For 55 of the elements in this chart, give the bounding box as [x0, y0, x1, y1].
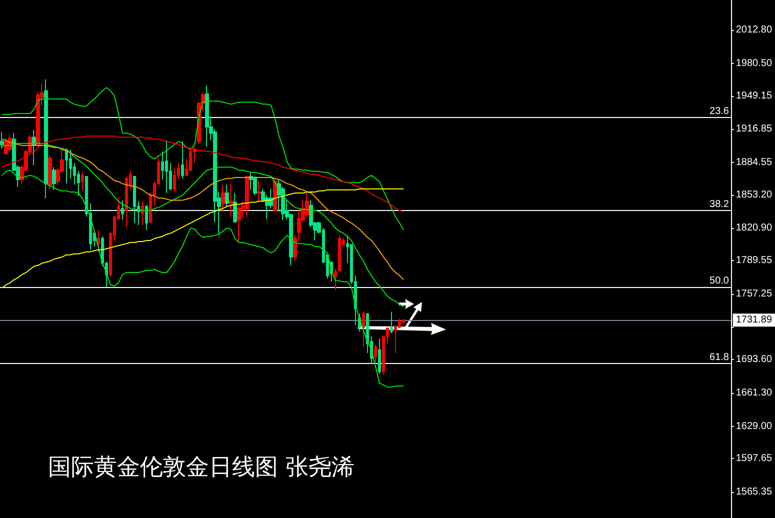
candlestick [44, 78, 48, 199]
y-tick-label: 1597.65 [736, 453, 772, 464]
candlestick [97, 230, 100, 252]
line-series [2, 87, 404, 231]
y-tick-label: 1661.30 [736, 387, 772, 398]
y-tick-label: 1820.90 [736, 222, 772, 234]
candlestick [52, 166, 56, 190]
candlestick [165, 140, 168, 194]
y-tick-label: 1980.50 [736, 58, 772, 69]
y-tick-label: 1884.55 [736, 156, 772, 168]
y-tick-label: 1853.20 [736, 189, 772, 200]
y-tick-label: 1757.25 [736, 288, 772, 300]
y-tick-label: 1916.85 [736, 124, 772, 135]
y-tick-label: 1949.15 [736, 90, 772, 102]
candlestick [390, 311, 393, 334]
candlestick [121, 200, 124, 220]
candlestick [257, 180, 261, 202]
line-series [2, 188, 404, 288]
annotation: 38.2 [710, 199, 730, 210]
annotation: 50.0 [710, 275, 730, 286]
candlestick [378, 338, 381, 374]
y-tick-label: 1629.00 [736, 420, 772, 432]
candlestick [145, 204, 148, 231]
text: 国际黄金伦敦金日线图 张尧浠 [48, 454, 354, 480]
candlestick [402, 318, 405, 324]
candlestick [221, 184, 225, 212]
candlestick [133, 176, 136, 224]
candlestick [338, 234, 341, 272]
candlestick [253, 176, 257, 196]
candlestick [4, 138, 8, 156]
candlestick [334, 268, 337, 291]
candlestick [81, 170, 84, 190]
candlestick [374, 344, 377, 364]
candlestick [65, 149, 68, 184]
candlestick [273, 179, 277, 212]
candlestick [32, 129, 36, 166]
annotation: 23.6 [710, 106, 730, 118]
candlestick [229, 183, 233, 218]
y-tick-label: 1565.35 [736, 486, 772, 498]
candlestick [48, 154, 52, 190]
y-tick-label: 1789.55 [736, 255, 772, 266]
candlestick [181, 140, 184, 180]
candlestick [225, 184, 229, 207]
candlestick [141, 200, 144, 226]
line-series [2, 138, 404, 280]
annotation: 61.8 [710, 352, 730, 363]
line-series [2, 170, 404, 388]
y-tick-label: 2012.80 [736, 24, 772, 36]
candlestick [0, 132, 4, 150]
candlestick [205, 85, 209, 148]
candlestick [245, 176, 249, 218]
candlestick [362, 311, 365, 348]
ref-line-label: 1731.89 [736, 314, 772, 326]
candlestick [233, 192, 237, 222]
y-tick-label: 1693.60 [736, 354, 772, 366]
